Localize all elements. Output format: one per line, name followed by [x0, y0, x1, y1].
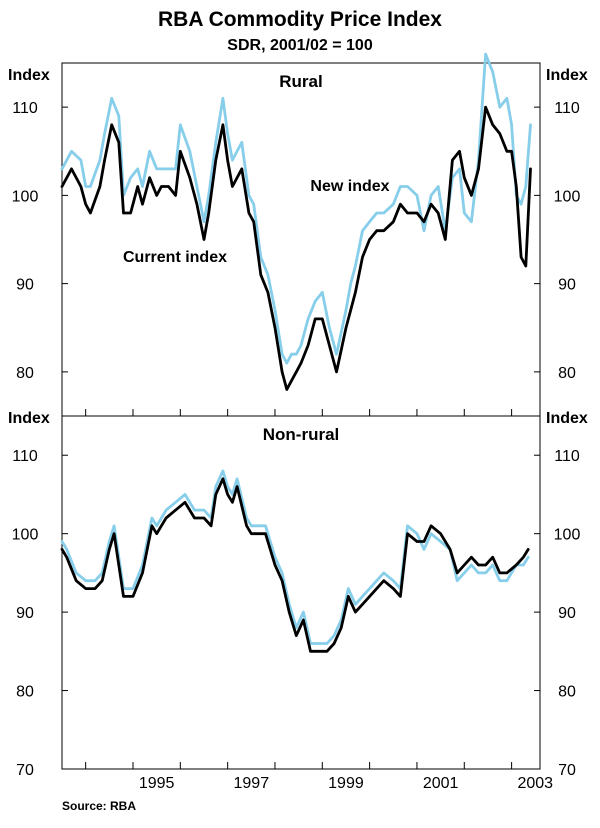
rural-ylabel-left: Index	[8, 67, 50, 84]
xtick-label-1995: 1995	[139, 775, 175, 792]
xtick-label-1999: 1999	[328, 775, 364, 792]
rural-ylabel-right: Index	[546, 67, 588, 84]
rural-new-index-line	[60, 52, 532, 365]
nonrural-ylabel-left: Index	[8, 410, 50, 427]
xtick-label-1997: 1997	[234, 775, 270, 792]
series-layer	[60, 52, 532, 653]
rural-current-index-line	[60, 105, 532, 391]
chart-subtitle: SDR, 2001/02 = 100	[227, 37, 373, 54]
non-rural-ytick-label-left-70: 70	[16, 762, 34, 779]
rural-ytick-label-right-80: 80	[558, 365, 576, 382]
x-ticks-layer: 1995 1997 1999 2001 2003	[139, 775, 553, 792]
xtick-label-2001: 2001	[423, 775, 459, 792]
non-rural-ytick-label-right-90: 90	[558, 605, 576, 622]
nonrural-ylabel-right: Index	[546, 410, 588, 427]
rural-ytick-label-left-80: 80	[16, 365, 34, 382]
rural-ytick-label-left-90: 90	[16, 277, 34, 294]
xtick-label-2003: 2003	[517, 775, 553, 792]
non-rural-ytick-label-left-100: 100	[12, 527, 39, 544]
non-rural-ytick-label-right-70: 70	[558, 762, 576, 779]
non-rural-ytick-label-left-90: 90	[16, 605, 34, 622]
nonrural-panel-title: Non-rural	[263, 425, 340, 444]
non-rural-ytick-label-left-110: 110	[12, 448, 38, 465]
ticks-layer: 80 80 90 90 100 100 110 110 70 70 80 80 90 90 100 100 11…	[12, 100, 581, 779]
non-rural-ytick-label-right-80: 80	[558, 684, 576, 701]
chart-title: RBA Commodity Price Index	[158, 8, 442, 31]
rural-panel-title: Rural	[279, 72, 322, 91]
current-index-annotation: Current index	[123, 249, 227, 266]
new-index-annotation: New index	[310, 178, 389, 195]
rural-ytick-label-left-100: 100	[12, 188, 39, 205]
rural-ytick-label-left-110: 110	[12, 100, 38, 117]
rural-ytick-label-right-90: 90	[558, 277, 576, 294]
non-rural-current-index-line	[60, 477, 530, 653]
rural-ytick-label-right-110: 110	[554, 100, 580, 117]
non-rural-ytick-label-right-100: 100	[554, 527, 581, 544]
non-rural-ytick-label-right-110: 110	[554, 448, 580, 465]
non-rural-new-index-line	[60, 469, 530, 645]
non-rural-ytick-label-left-80: 80	[16, 684, 34, 701]
rural-ytick-label-right-100: 100	[554, 188, 581, 205]
source-note: Source: RBA	[62, 799, 136, 813]
